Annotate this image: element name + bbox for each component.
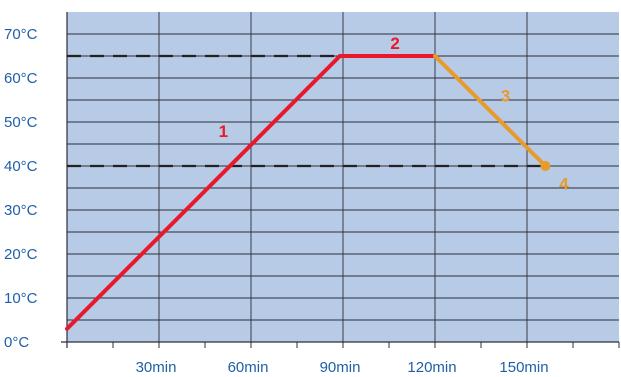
y-tick-label: 60°C xyxy=(4,70,38,87)
x-axis-tick-labels: 30min 60min 90min 120min 150min xyxy=(136,359,549,376)
y-tick-label: 50°C xyxy=(4,114,38,131)
y-tick-label: 10°C xyxy=(4,290,38,307)
segment-label-4: 4 xyxy=(559,175,569,194)
segment-labels: 1 2 3 4 xyxy=(219,34,569,194)
series-lines xyxy=(65,54,548,331)
x-tick-label: 30min xyxy=(136,359,177,376)
y-tick-label: 40°C xyxy=(4,158,38,175)
segment-label-3: 3 xyxy=(501,87,510,106)
y-tick-label: 30°C xyxy=(4,202,38,219)
y-tick-label: 20°C xyxy=(4,246,38,263)
series-line-3 xyxy=(433,54,548,168)
reference-lines xyxy=(67,54,546,168)
end-point-marker xyxy=(540,161,551,171)
x-tick-label: 60min xyxy=(228,359,269,376)
x-tick-label: 120min xyxy=(407,359,456,376)
segment-label-2: 2 xyxy=(390,34,399,53)
series-line-1 xyxy=(65,54,342,331)
x-tick-label: 90min xyxy=(320,359,361,376)
y-tick-label: 0°C xyxy=(4,334,29,351)
end-markers xyxy=(540,161,551,171)
y-tick-label: 70°C xyxy=(4,26,38,43)
x-tick-label: 150min xyxy=(499,359,548,376)
segment-label-1: 1 xyxy=(219,122,228,141)
y-axis-tick-labels: 0°C 10°C 20°C 30°C 40°C 50°C 60°C 70°C xyxy=(4,26,38,351)
